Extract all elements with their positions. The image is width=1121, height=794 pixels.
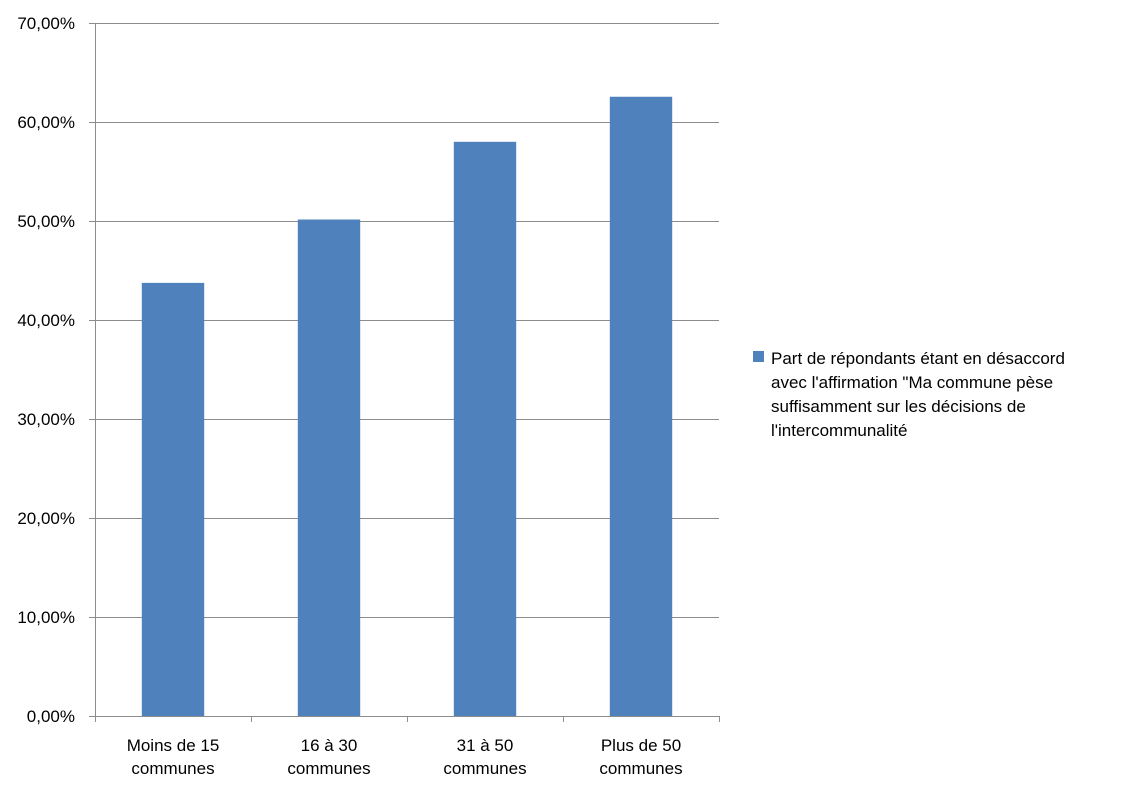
bar	[609, 96, 673, 716]
legend: Part de répondants étant en désaccord ave…	[753, 349, 1065, 440]
y-tick-label: 60,00%	[17, 113, 75, 132]
y-tick-label: 50,00%	[17, 212, 75, 231]
y-tick-label: 30,00%	[17, 410, 75, 429]
y-tick-label: 70,00%	[17, 14, 75, 33]
legend-label: Part de répondants étant en désaccord ave…	[771, 349, 1065, 440]
x-tick-label: 16 à 30 communes	[287, 736, 370, 778]
x-tick-label: 31 à 50 communes	[443, 736, 526, 778]
y-tick-label: 0,00%	[27, 707, 75, 726]
bar	[141, 282, 205, 716]
x-tick-label: Plus de 50 communes	[599, 736, 682, 778]
y-axis-ticks: 0,00% 10,00% 20,00% 30,00% 40,00% 50,00% 60,00…	[17, 14, 95, 726]
y-tick-label: 10,00%	[17, 608, 75, 627]
bars	[141, 96, 673, 717]
y-tick-label: 40,00%	[17, 311, 75, 330]
bar	[297, 219, 361, 716]
x-axis-ticks: Moins de 15 communes 16 à 30 communes 31 à 5…	[95, 716, 720, 778]
bar	[453, 141, 517, 717]
x-tick-label: Moins de 15 communes	[127, 736, 220, 778]
y-tick-label: 20,00%	[17, 509, 75, 528]
legend-swatch	[753, 351, 764, 362]
